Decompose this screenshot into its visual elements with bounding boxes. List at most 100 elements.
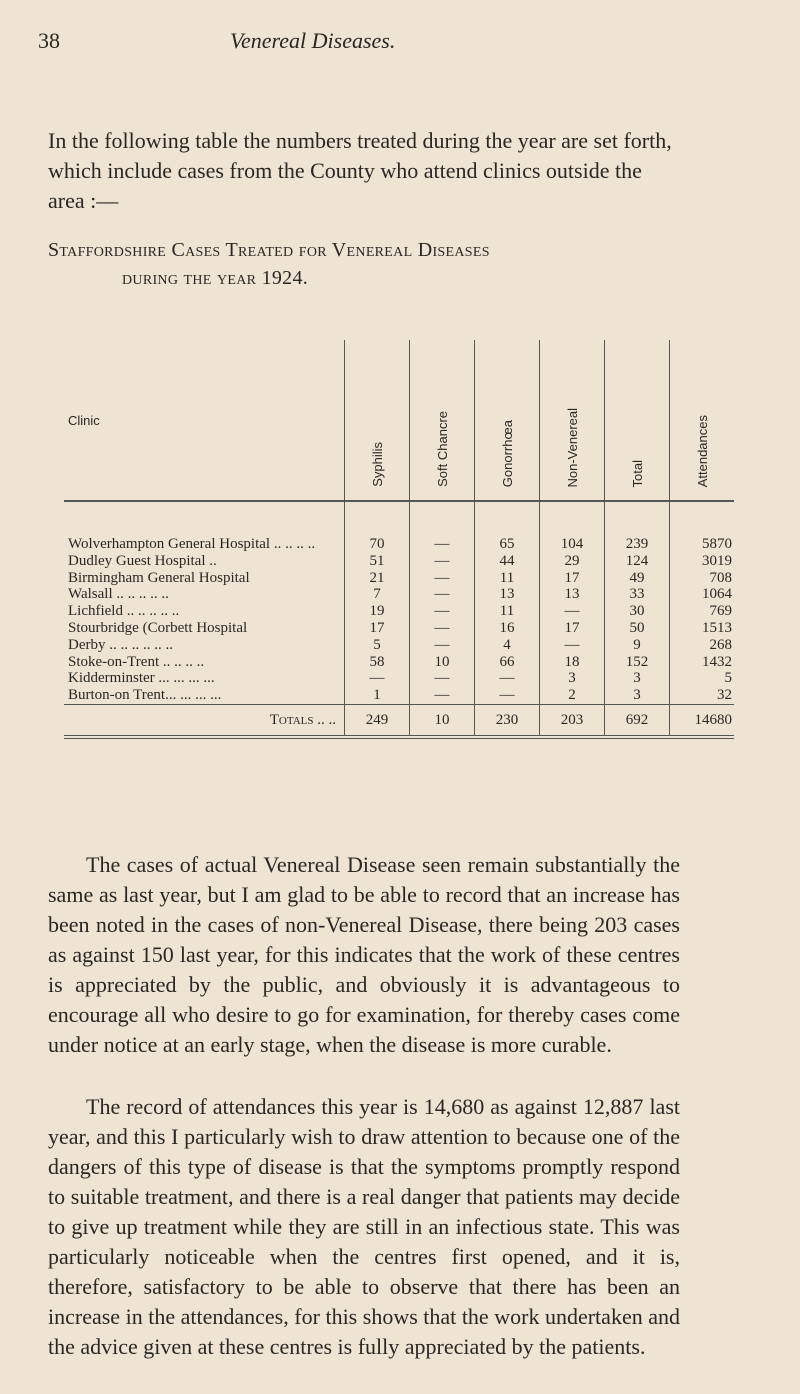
totals-row: Totals .. .. 249 10 230 203 692 14680: [64, 703, 734, 739]
cell-total: 30: [604, 603, 670, 620]
clinic-name: Walsall .. .. .. .. ..: [68, 586, 169, 603]
clinic-name: Stourbridge (Corbett Hospital: [68, 619, 248, 636]
cell-soft-chancre: —: [409, 586, 475, 604]
cell-attendances: 32: [669, 687, 734, 705]
total-total: 692: [604, 703, 670, 739]
table-row: Derby .. .. .. .. .. .. 5—4—9 268: [64, 636, 734, 654]
page-number: 38: [38, 28, 60, 53]
cell-syphilis: 58: [344, 653, 410, 671]
header-soft-chancre: Soft Chancre: [409, 340, 475, 502]
header-gonorrhoea-text: Gonorrhœa: [499, 419, 515, 487]
clinic-name: Derby .. .. .. .. .. ..: [68, 636, 173, 653]
cell-total: 124: [604, 552, 670, 570]
clinic-name: Stoke-on-Trent .. .. .. ..: [68, 653, 205, 670]
cell-non-venereal: —: [539, 636, 605, 654]
cell-attendances: 1513: [669, 619, 734, 637]
cell-gonorrhoea: 11: [474, 603, 540, 620]
cell-soft-chancre: —: [409, 687, 475, 705]
cell-gonorrhoea: 4: [474, 636, 540, 654]
totals-label: Totals .. ..: [64, 703, 345, 739]
total-attendances: 14680: [669, 703, 734, 739]
table-row: Kidderminster ... ... ... ... — — —3 3 5: [64, 670, 734, 688]
cell-total: 9: [604, 636, 670, 654]
cell-syphilis: 5: [344, 636, 410, 654]
paragraph-1: The cases of actual Venereal Disease see…: [48, 852, 680, 1057]
header-soft-chancre-text: Soft Chancre: [434, 411, 450, 487]
cell-gonorrhoea: —: [474, 687, 540, 705]
cell-non-venereal: —: [539, 603, 605, 620]
table-row: Stourbridge (Corbett Hospital 17—16 17 50 15…: [64, 619, 734, 637]
cell-gonorrhoea: 13: [474, 586, 540, 604]
heading-line-2: during the year 1924.: [122, 267, 309, 289]
cell-total: 50: [604, 619, 670, 637]
table-row: Birmingham General Hospital 21—11 17 49 708: [64, 569, 734, 587]
header-total: Total: [604, 340, 670, 502]
cell-soft-chancre: —: [409, 619, 475, 637]
cell-syphilis: 21: [344, 569, 410, 587]
table-row: Stoke-on-Trent .. .. .. .. 58 10 66 18 152 143…: [64, 653, 734, 671]
cell-attendances: 5870: [669, 536, 734, 553]
cell-attendances: 708: [669, 569, 734, 587]
header-attendances: Attendances: [669, 340, 734, 502]
cell-soft-chancre: —: [409, 552, 475, 570]
header-attendances-text: Attendances: [694, 414, 710, 487]
cell-soft-chancre: —: [409, 636, 475, 654]
cell-non-venereal: 17: [539, 569, 605, 587]
spacer-row: [64, 501, 734, 536]
cell-non-venereal: 2: [539, 687, 605, 705]
table-row: Lichfield .. .. .. .. .. 19—11—30 769: [64, 603, 734, 620]
header-gonorrhoea: Gonorrhœa: [474, 340, 540, 502]
body-text: The cases of actual Venereal Disease see…: [48, 850, 680, 1394]
cell-non-venereal: 3: [539, 670, 605, 688]
cell-syphilis: 19: [344, 603, 410, 620]
cell-syphilis: 7: [344, 586, 410, 604]
cell-non-venereal: 13: [539, 586, 605, 604]
clinic-name: Dudley Guest Hospital ..: [68, 552, 217, 569]
header-non-venereal: Non-Venereal: [539, 340, 605, 502]
cell-gonorrhoea: 66: [474, 653, 540, 671]
total-gonorrhoea: 230: [474, 703, 540, 739]
cell-non-venereal: 29: [539, 552, 605, 570]
cell-non-venereal: 104: [539, 536, 605, 553]
header-row: Clinic Syphilis Soft Chancre Gonorrhœa N…: [64, 340, 734, 502]
cell-total: 3: [604, 687, 670, 705]
table-row: Wolverhampton General Hospital .. .. .. …: [64, 536, 734, 553]
cell-soft-chancre: —: [409, 536, 475, 553]
total-soft-chancre: 10: [409, 703, 475, 739]
table-heading: Staffordshire Cases Treated for Venereal…: [48, 236, 688, 292]
clinic-name: Wolverhampton General Hospital .. .. .. …: [68, 536, 316, 552]
clinic-name: Birmingham General Hospital: [68, 569, 250, 586]
cell-gonorrhoea: 44: [474, 552, 540, 570]
cell-syphilis: 17: [344, 619, 410, 637]
table-row: Burton-on Trent... ... ... ... 1— —2 3 32: [64, 687, 734, 705]
total-non-venereal: 203: [539, 703, 605, 739]
cell-attendances: 769: [669, 603, 734, 620]
cell-total: 239: [604, 536, 670, 553]
heading-line-1: Staffordshire Cases Treated for Venereal…: [48, 239, 490, 261]
cell-attendances: 5: [669, 670, 734, 688]
header-syphilis-text: Syphilis: [369, 442, 385, 487]
cell-syphilis: —: [344, 670, 410, 688]
cell-gonorrhoea: —: [474, 670, 540, 688]
cell-attendances: 1064: [669, 586, 734, 604]
clinic-name: Lichfield .. .. .. .. ..: [68, 603, 180, 620]
table-body: Wolverhampton General Hospital .. .. .. …: [64, 501, 734, 705]
cell-soft-chancre: 10: [409, 653, 475, 671]
running-head: Venereal Diseases.: [230, 28, 396, 53]
cell-gonorrhoea: 65: [474, 536, 540, 553]
table-row: Walsall .. .. .. .. .. 7—13 13 33 1064: [64, 586, 734, 604]
header-clinic: Clinic: [64, 340, 345, 502]
clinic-name: Burton-on Trent... ... ... ...: [68, 687, 222, 704]
header-non-venereal-text: Non-Venereal: [564, 407, 580, 488]
table-row: Dudley Guest Hospital .. 51—44 29 124 3019: [64, 552, 734, 570]
intro-paragraph: In the following table the numbers treat…: [48, 126, 680, 216]
cell-gonorrhoea: 11: [474, 569, 540, 587]
cell-non-venereal: 18: [539, 653, 605, 671]
cell-total: 33: [604, 586, 670, 604]
paragraph-2: The record of attendances this year is 1…: [48, 1094, 680, 1359]
cases-table: Clinic Syphilis Soft Chancre Gonorrhœa N…: [64, 340, 734, 739]
cell-soft-chancre: —: [409, 670, 475, 688]
cell-total: 49: [604, 569, 670, 587]
total-syphilis: 249: [344, 703, 410, 739]
intro-text: In the following table the numbers treat…: [48, 128, 672, 213]
